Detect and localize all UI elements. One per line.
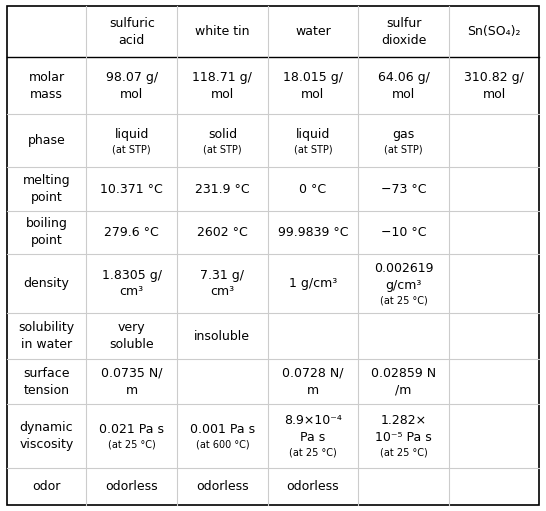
Text: 64.06 g/: 64.06 g/ (378, 71, 430, 84)
Text: very: very (118, 321, 146, 334)
Text: 310.82 g/: 310.82 g/ (464, 71, 524, 84)
Text: (at STP): (at STP) (294, 144, 333, 154)
Text: phase: phase (28, 134, 66, 147)
Text: odor: odor (32, 480, 61, 493)
Text: mol: mol (211, 88, 234, 101)
Text: mol: mol (120, 88, 144, 101)
Text: Sn(SO₄)₂: Sn(SO₄)₂ (467, 25, 521, 38)
Text: in water: in water (21, 338, 72, 351)
Text: solid: solid (208, 128, 237, 141)
Text: (at 600 °C): (at 600 °C) (195, 439, 249, 449)
Text: 279.6 °C: 279.6 °C (104, 226, 159, 239)
Text: acid: acid (118, 34, 145, 47)
Text: m: m (307, 384, 319, 397)
Text: tension: tension (23, 384, 69, 397)
Text: 0.002619: 0.002619 (374, 262, 434, 275)
Text: m: m (126, 384, 138, 397)
Text: 0.02859 N: 0.02859 N (371, 367, 436, 380)
Text: 1.8305 g/: 1.8305 g/ (102, 269, 162, 282)
Text: sulfuric: sulfuric (109, 17, 155, 30)
Text: dynamic: dynamic (20, 421, 73, 434)
Text: 0.001 Pa s: 0.001 Pa s (190, 423, 255, 436)
Text: (at STP): (at STP) (112, 144, 151, 154)
Text: (at STP): (at STP) (384, 144, 423, 154)
Text: 99.9839 °C: 99.9839 °C (278, 226, 348, 239)
Text: g/cm³: g/cm³ (385, 279, 422, 292)
Text: 18.015 g/: 18.015 g/ (283, 71, 343, 84)
Text: water: water (295, 25, 331, 38)
Text: 0 °C: 0 °C (299, 182, 327, 196)
Text: 2602 °C: 2602 °C (197, 226, 248, 239)
Text: 10⁻⁵ Pa s: 10⁻⁵ Pa s (375, 431, 432, 445)
Text: density: density (23, 277, 69, 290)
Text: mol: mol (392, 88, 415, 101)
Text: mol: mol (301, 88, 324, 101)
Text: sulfur: sulfur (386, 17, 422, 30)
Text: (at 25 °C): (at 25 °C) (379, 295, 428, 306)
Text: (at STP): (at STP) (203, 144, 242, 154)
Text: 1.282×: 1.282× (381, 414, 426, 428)
Text: 0.0728 N/: 0.0728 N/ (282, 367, 344, 380)
Text: cm³: cm³ (120, 286, 144, 298)
Text: solubility: solubility (19, 321, 75, 334)
Text: odorless: odorless (287, 480, 339, 493)
Text: soluble: soluble (109, 338, 154, 351)
Text: 118.71 g/: 118.71 g/ (192, 71, 252, 84)
Text: 0.021 Pa s: 0.021 Pa s (99, 423, 164, 436)
Text: /m: /m (395, 384, 412, 397)
Text: molar: molar (28, 71, 64, 84)
Text: odorless: odorless (105, 480, 158, 493)
Text: dioxide: dioxide (381, 34, 426, 47)
Text: 7.31 g/: 7.31 g/ (200, 269, 245, 282)
Text: −73 °C: −73 °C (381, 182, 426, 196)
Text: odorless: odorless (196, 480, 248, 493)
Text: white tin: white tin (195, 25, 250, 38)
Text: (at 25 °C): (at 25 °C) (379, 448, 428, 458)
Text: 8.9×10⁻⁴: 8.9×10⁻⁴ (284, 414, 342, 428)
Text: −10 °C: −10 °C (381, 226, 426, 239)
Text: 98.07 g/: 98.07 g/ (106, 71, 158, 84)
Text: boiling: boiling (26, 217, 68, 230)
Text: 231.9 °C: 231.9 °C (195, 182, 250, 196)
Text: melting: melting (23, 174, 70, 187)
Text: liquid: liquid (115, 128, 149, 141)
Text: (at 25 °C): (at 25 °C) (289, 448, 337, 458)
Text: liquid: liquid (296, 128, 330, 141)
Text: 1 g/cm³: 1 g/cm³ (289, 277, 337, 290)
Text: mol: mol (483, 88, 506, 101)
Text: point: point (31, 234, 62, 247)
Text: 10.371 °C: 10.371 °C (100, 182, 163, 196)
Text: Pa s: Pa s (300, 431, 325, 445)
Text: insoluble: insoluble (194, 330, 251, 342)
Text: (at 25 °C): (at 25 °C) (108, 439, 156, 449)
Text: viscosity: viscosity (20, 438, 74, 451)
Text: 0.0735 N/: 0.0735 N/ (101, 367, 163, 380)
Text: gas: gas (393, 128, 414, 141)
Text: point: point (31, 191, 62, 204)
Text: surface: surface (23, 367, 70, 380)
Text: cm³: cm³ (210, 286, 234, 298)
Text: mass: mass (30, 88, 63, 101)
